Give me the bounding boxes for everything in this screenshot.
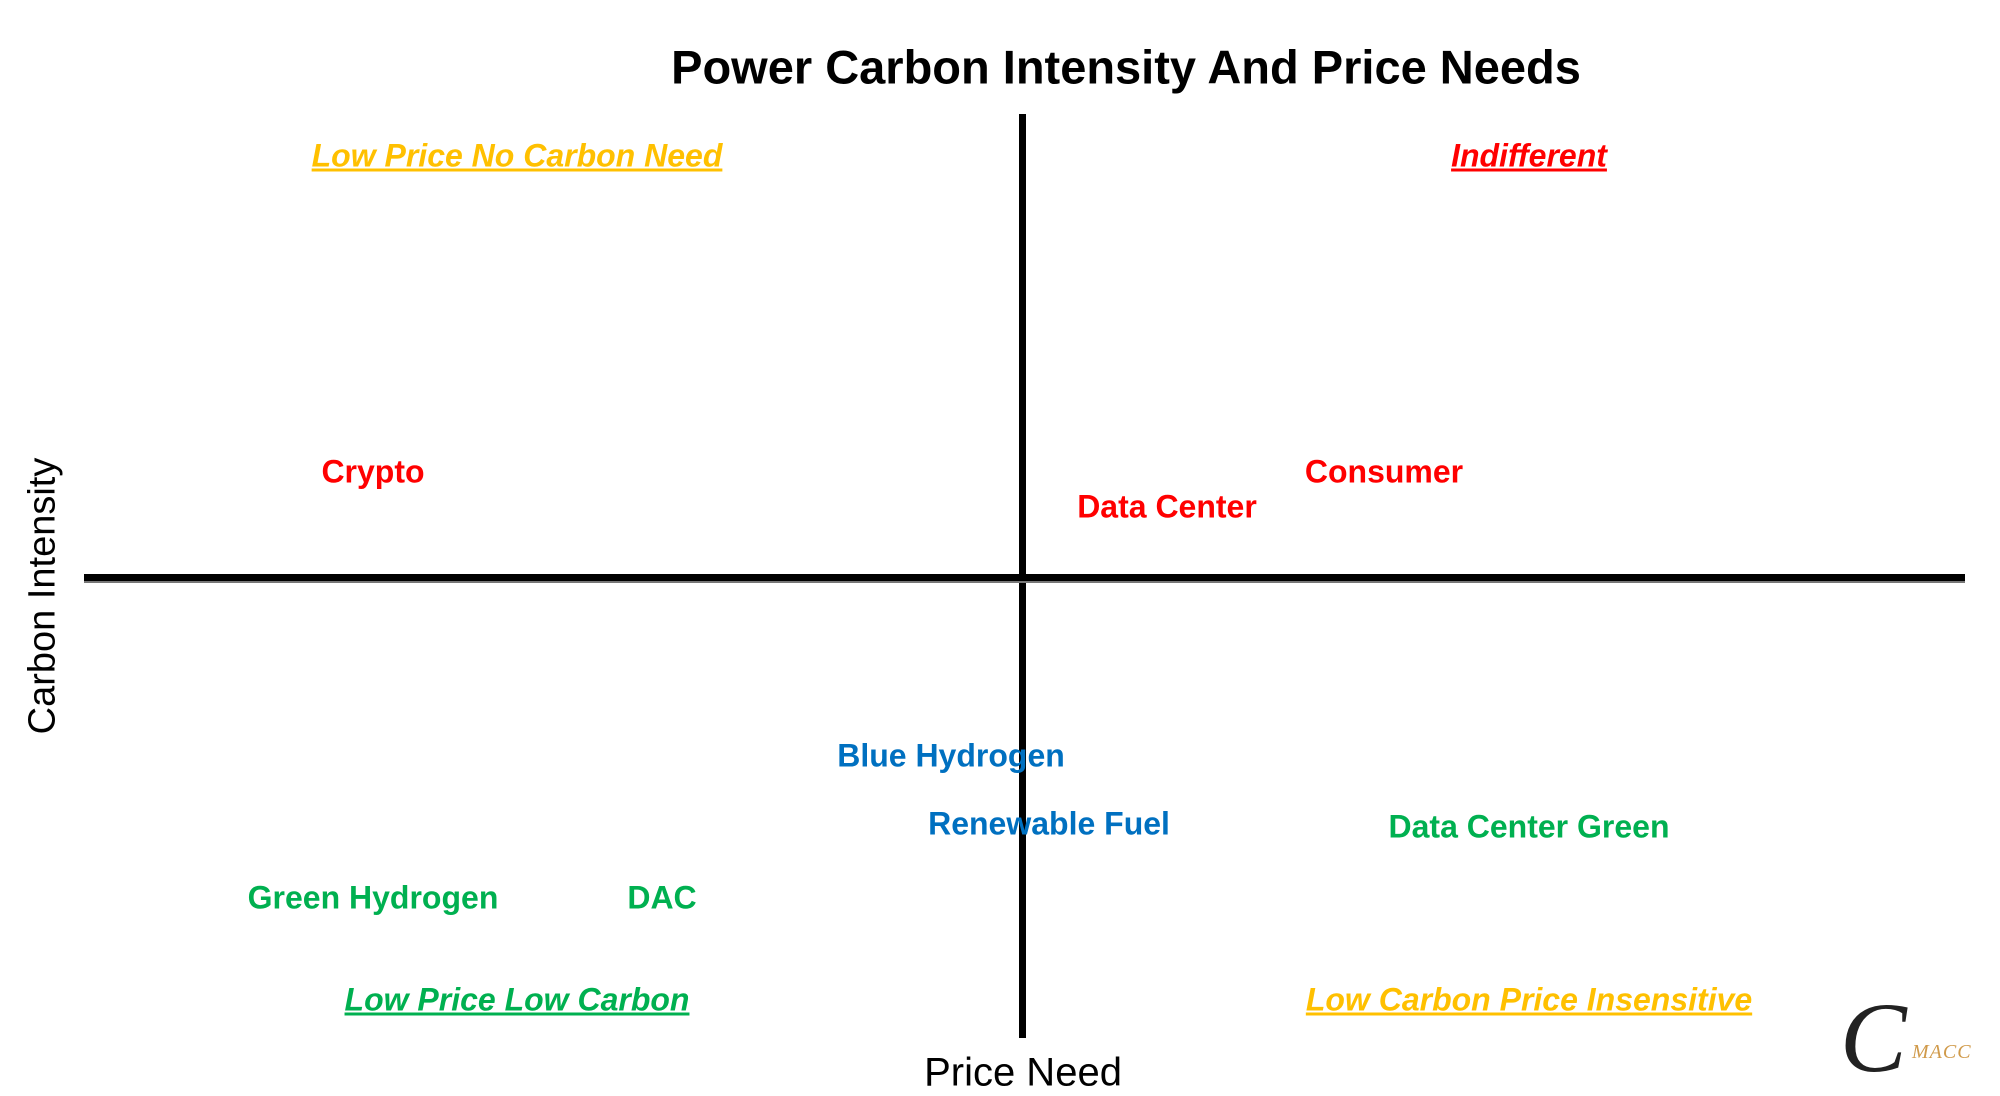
quadrant-label-bottom-right: Low Carbon Price Insensitive	[1305, 981, 1753, 1018]
item-data-center: Data Center	[1077, 488, 1257, 525]
x-axis-label: Price Need	[924, 1050, 1122, 1095]
item-data-center-green: Data Center Green	[1388, 808, 1670, 845]
item-dac: DAC	[627, 879, 697, 916]
quadrant-label-top-right: Indifferent	[1451, 137, 1607, 174]
logo-letter: C	[1840, 982, 1907, 1093]
y-axis-label: Carbon Intensity	[21, 457, 64, 735]
item-crypto: Crypto	[321, 453, 425, 490]
quadrant-label-top-left: Low Price No Carbon Need	[311, 137, 723, 174]
item-consumer: Consumer	[1304, 453, 1464, 490]
item-blue-hydrogen: Blue Hydrogen	[837, 737, 1065, 774]
diagram-title: Power Carbon Intensity And Price Needs	[671, 40, 1581, 94]
macc-logo: C MACC	[1840, 983, 1990, 1095]
quadrant-label-bottom-left: Low Price Low Carbon	[344, 981, 690, 1018]
item-green-hydrogen: Green Hydrogen	[247, 879, 499, 916]
horizontal-axis-line	[84, 574, 1965, 581]
item-renewable-fuel: Renewable Fuel	[928, 805, 1170, 842]
logo-text: MACC	[1912, 1041, 1972, 1063]
